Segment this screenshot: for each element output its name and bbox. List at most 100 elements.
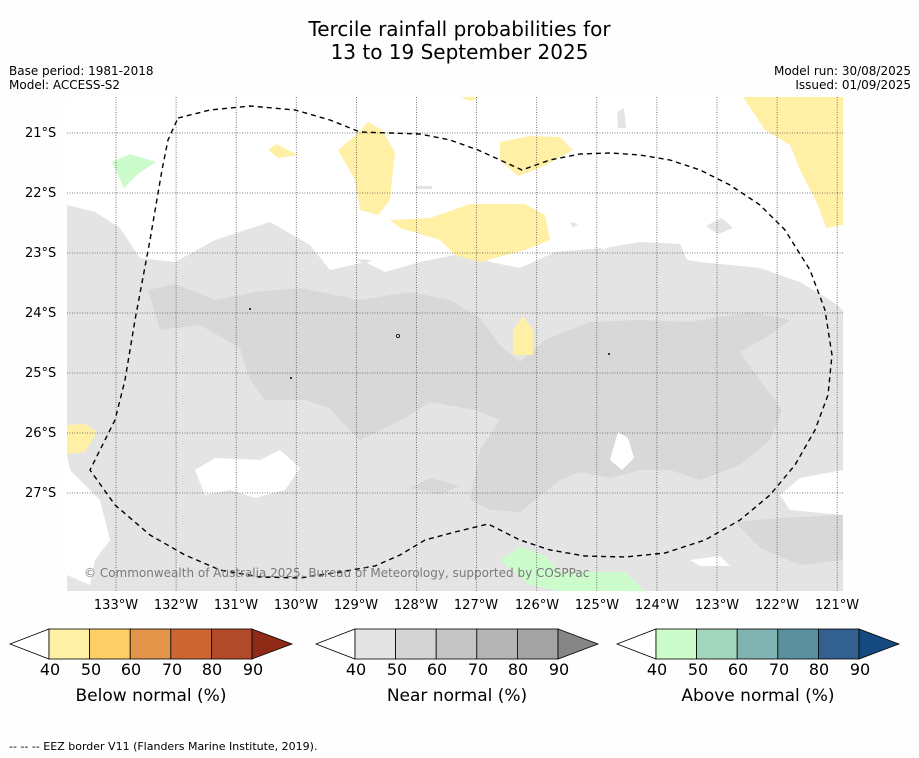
colorbar-tick: 60 bbox=[727, 660, 749, 679]
colorbar-tick: 40 bbox=[345, 660, 367, 679]
island-marker bbox=[290, 377, 292, 379]
colorbar-segment bbox=[777, 628, 819, 660]
island-marker bbox=[249, 308, 251, 310]
colorbar-tick: 60 bbox=[120, 660, 142, 679]
below-normal-region bbox=[67, 424, 97, 454]
copyright-notice: © Commonwealth of Australia 2025, Bureau… bbox=[84, 566, 590, 580]
lon-label: 127°W bbox=[453, 598, 499, 613]
colorbar-extend-low bbox=[314, 628, 356, 660]
colorbar-near-normal-label: Near normal (%) bbox=[386, 686, 528, 706]
lon-label: 124°W bbox=[634, 598, 680, 613]
lon-label: 128°W bbox=[393, 598, 439, 613]
colorbar-extend-high bbox=[858, 628, 901, 660]
colorbar-above-normal bbox=[615, 628, 901, 660]
above-normal-region bbox=[112, 154, 156, 188]
colorbar-segment bbox=[655, 628, 697, 660]
island-marker bbox=[395, 333, 400, 338]
lon-label: 132°W bbox=[153, 598, 199, 613]
lat-label-22s: 22°S bbox=[25, 186, 57, 201]
lat-label-23s: 23°S bbox=[25, 246, 57, 261]
model-name: Model: ACCESS-S2 bbox=[9, 78, 121, 92]
colorbar-segment bbox=[817, 628, 860, 660]
lon-label: 133°W bbox=[93, 598, 139, 613]
white-hole bbox=[690, 556, 730, 566]
colorbar-segment bbox=[129, 628, 172, 660]
colorbar-tick: 80 bbox=[507, 660, 529, 679]
lon-label: 125°W bbox=[574, 598, 620, 613]
map-title: Tercile rainfall probabilities for 13 to… bbox=[0, 18, 919, 64]
colorbar-tick: 70 bbox=[768, 660, 790, 679]
near-normal-patch bbox=[605, 242, 688, 270]
title-line-1: Tercile rainfall probabilities for bbox=[308, 17, 611, 41]
colorbar-segment bbox=[476, 628, 518, 660]
colorbar-tick: 80 bbox=[201, 660, 223, 679]
lat-label-26s: 26°S bbox=[25, 426, 57, 441]
colorbar-segment bbox=[89, 628, 131, 660]
eez-border bbox=[89, 105, 833, 579]
lon-label: 126°W bbox=[514, 598, 560, 613]
lon-label: 123°W bbox=[694, 598, 740, 613]
colorbar-segment bbox=[354, 628, 396, 660]
near-normal-dark-patch bbox=[735, 515, 843, 565]
white-hole bbox=[610, 432, 634, 470]
colorbar-extend-low bbox=[8, 628, 50, 660]
above-normal-region bbox=[500, 547, 645, 591]
meta-right: Model run: 30/08/2025 Issued: 01/09/2025 bbox=[774, 64, 911, 92]
below-normal-region bbox=[500, 136, 573, 176]
colorbar-segment bbox=[736, 628, 779, 660]
colorbar-segment bbox=[210, 628, 253, 660]
colorbar-segment bbox=[48, 628, 90, 660]
below-normal-region bbox=[268, 144, 298, 158]
colorbar-below-normal-label: Below normal (%) bbox=[75, 686, 227, 706]
colorbar-near-normal bbox=[314, 628, 600, 660]
colorbar-segment bbox=[435, 628, 478, 660]
below-normal-region bbox=[460, 97, 480, 101]
island-marker bbox=[608, 353, 610, 355]
near-normal-patch bbox=[706, 218, 733, 234]
colorbar-tick: 70 bbox=[161, 660, 183, 679]
below-normal-region bbox=[743, 97, 843, 228]
colorbar-tick: 50 bbox=[386, 660, 408, 679]
eez-footnote: -- -- -- EEZ border V11 (Flanders Marine… bbox=[9, 740, 318, 753]
lat-label-25s: 25°S bbox=[25, 366, 57, 381]
white-hole bbox=[195, 450, 300, 498]
model-run: Model run: 30/08/2025 bbox=[773, 64, 911, 78]
lat-label-21s: 21°S bbox=[25, 126, 57, 141]
colorbar-tick: 50 bbox=[80, 660, 102, 679]
lon-label: 130°W bbox=[273, 598, 319, 613]
meta-left: Base period: 1981-2018 Model: ACCESS-S2 bbox=[9, 64, 154, 92]
title-line-2: 13 to 19 September 2025 bbox=[330, 40, 589, 64]
below-normal-region bbox=[513, 316, 533, 355]
colorbar-segment bbox=[170, 628, 212, 660]
near-normal-patch bbox=[150, 388, 182, 402]
colorbar-extend-high bbox=[251, 628, 294, 660]
colorbar-tick: 40 bbox=[646, 660, 668, 679]
below-normal-region bbox=[338, 122, 395, 215]
colorbar-tick: 70 bbox=[467, 660, 489, 679]
colorbar-tick: 90 bbox=[849, 660, 871, 679]
lon-label: 122°W bbox=[754, 598, 800, 613]
lon-label: 121°W bbox=[814, 598, 860, 613]
colorbar-tick: 60 bbox=[426, 660, 448, 679]
colorbar-tick: 40 bbox=[39, 660, 61, 679]
lat-label-24s: 24°S bbox=[25, 306, 57, 321]
below-normal-region bbox=[390, 204, 550, 262]
lon-label: 129°W bbox=[333, 598, 379, 613]
colorbar-tick: 90 bbox=[548, 660, 570, 679]
near-normal-patch bbox=[416, 186, 432, 189]
colorbar-segment bbox=[516, 628, 559, 660]
colorbar-extend-low bbox=[615, 628, 657, 660]
colorbar-segment bbox=[395, 628, 437, 660]
lon-label: 131°W bbox=[213, 598, 259, 613]
near-normal-patch bbox=[355, 259, 372, 264]
issued-date: Issued: 01/09/2025 bbox=[795, 78, 911, 92]
near-normal-dark-patch bbox=[410, 478, 460, 494]
colorbar-above-normal-label: Above normal (%) bbox=[681, 686, 835, 706]
colorbar-tick: 50 bbox=[687, 660, 709, 679]
near-normal-patch bbox=[617, 108, 626, 128]
base-period: Base period: 1981-2018 bbox=[9, 64, 154, 78]
gridlines bbox=[67, 97, 843, 591]
colorbar-tick: 90 bbox=[242, 660, 264, 679]
lat-label-27s: 27°S bbox=[25, 486, 57, 501]
